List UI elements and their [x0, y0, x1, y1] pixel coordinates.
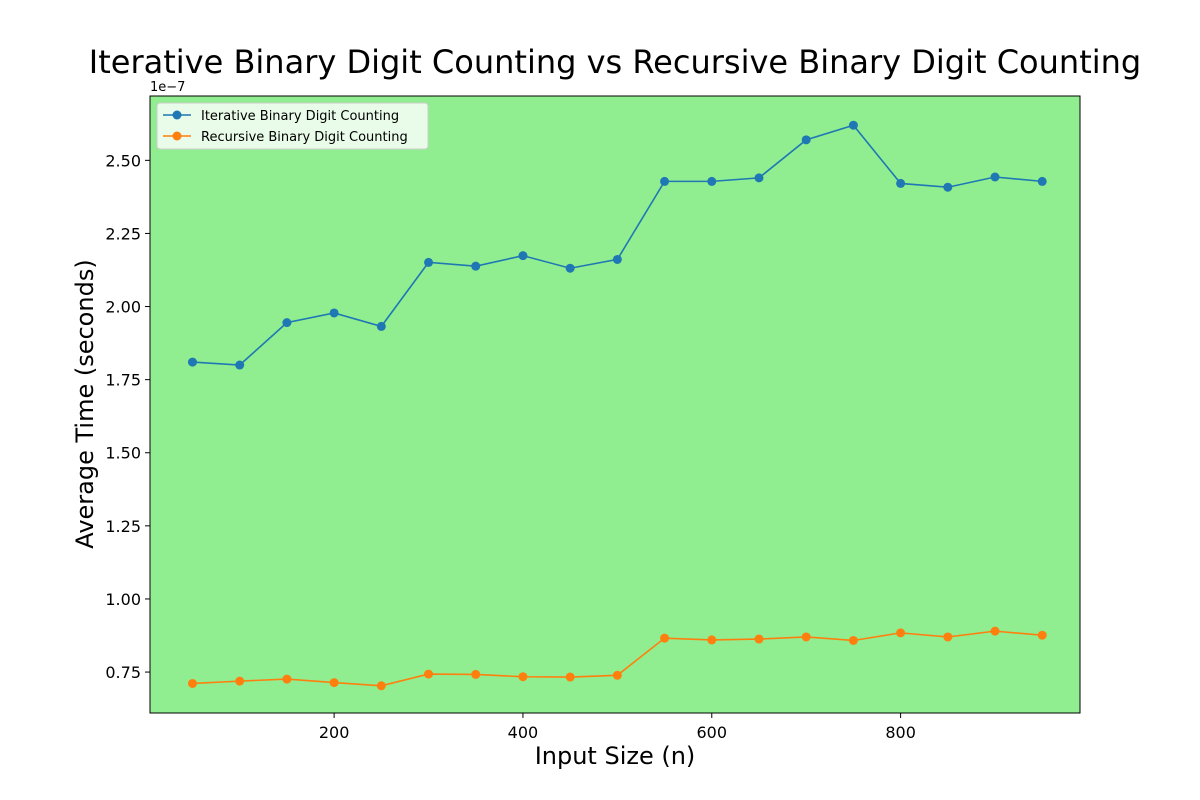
series-2-point: [896, 628, 906, 638]
y-tick-label: 1.75: [105, 371, 141, 390]
series-2-point: [707, 635, 717, 645]
series-2-point: [329, 678, 339, 688]
legend: Iterative Binary Digit Counting Recursive…: [156, 102, 429, 150]
series-1-point: [943, 182, 953, 192]
series-1-point: [424, 257, 434, 267]
series-1-point: [707, 176, 717, 186]
plot-frame: [149, 95, 1081, 714]
series-2-point: [471, 669, 481, 679]
series-2-point: [235, 676, 245, 686]
x-tick-label: 400: [508, 723, 539, 742]
x-tick-label: 600: [697, 723, 728, 742]
chart-title: Iterative Binary Digit Counting vs Recur…: [89, 43, 1141, 81]
series-1-point: [848, 120, 858, 130]
x-axis-ticks: 200 400 600 800: [319, 713, 916, 742]
series-1-point: [754, 173, 764, 183]
series-2-point: [187, 678, 197, 688]
series-1-point: [235, 360, 245, 370]
y-axis-label: Average Time (seconds): [71, 259, 99, 548]
plot-area: [150, 96, 1080, 713]
x-axis-label: Input Size (n): [535, 742, 696, 770]
y-tick-label: 1.50: [105, 444, 141, 463]
series-2-point: [943, 632, 953, 642]
y-tick-label: 0.75: [105, 663, 141, 682]
series-2-point: [660, 633, 670, 643]
series-2-point: [518, 672, 528, 682]
series-1-point: [1037, 176, 1047, 186]
series-1-point: [612, 254, 622, 264]
series-layer: [187, 120, 1047, 691]
y-tick-label: 2.25: [105, 224, 141, 243]
series-1-point: [187, 357, 197, 367]
series-2-point: [612, 670, 622, 680]
series-2-point: [1037, 630, 1047, 640]
series-1-point: [329, 308, 339, 318]
series-1-point: [282, 318, 292, 328]
series-1-point: [376, 321, 386, 331]
series-2-point: [376, 681, 386, 691]
series-2-point: [848, 635, 858, 645]
series-1-point: [660, 176, 670, 186]
legend-box: [156, 102, 429, 150]
x-tick-label: 200: [319, 723, 350, 742]
y-tick-label: 2.00: [105, 298, 141, 317]
y-axis-ticks: 0.75 1.00 1.25 1.50 1.75 2.00 2.25 2.50: [105, 151, 150, 682]
series-1-point: [471, 261, 481, 271]
y-tick-label: 1.25: [105, 517, 141, 536]
legend-label-1: Iterative Binary Digit Counting: [201, 109, 399, 124]
legend-marker-1: [172, 110, 182, 120]
series-2-point: [801, 632, 811, 642]
y-tick-label: 2.50: [105, 151, 141, 170]
series-1-point: [801, 135, 811, 145]
series-1-point: [565, 263, 575, 273]
legend-marker-2: [172, 131, 182, 141]
series-2-point: [424, 669, 434, 679]
y-tick-label: 1.00: [105, 590, 141, 609]
series-1-point: [990, 172, 1000, 182]
legend-label-2: Recursive Binary Digit Counting: [201, 130, 408, 145]
y-axis-offset-label: 1e−7: [150, 80, 185, 95]
series-2-point: [990, 626, 1000, 636]
x-tick-label: 800: [885, 723, 916, 742]
series-2-point: [565, 672, 575, 682]
series-1-point: [518, 251, 528, 261]
series-1-point: [896, 178, 906, 188]
series-2-point: [282, 674, 292, 684]
series-2-point: [754, 634, 764, 644]
